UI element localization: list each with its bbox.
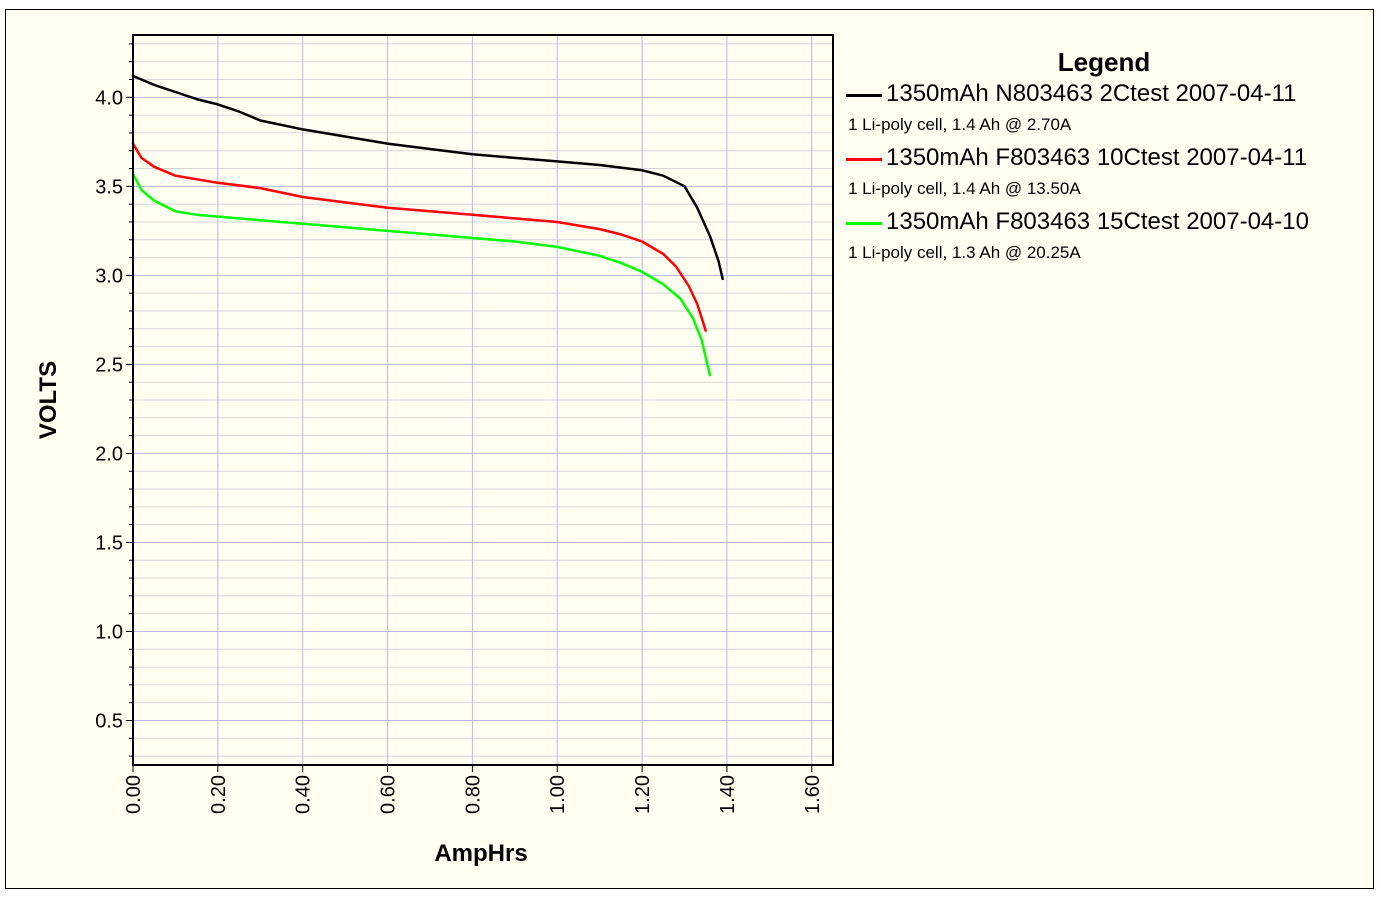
- legend-series-name: 1350mAh F803463 10Ctest 2007-04-11: [886, 144, 1308, 171]
- x-tick-label: 1.40: [717, 775, 739, 814]
- y-tick-label: 2.0: [95, 443, 123, 465]
- x-tick-label: 0.80: [462, 775, 484, 814]
- y-tick-label: 1.0: [95, 621, 123, 643]
- x-tick-label: 0.60: [378, 775, 400, 814]
- axis-ticks: 0.5 1.0 1.5 2.0 2.5 3.0 3.5 4.0 0.00 0.20 0.40 0.60…: [95, 43, 824, 814]
- grid: [132, 35, 833, 765]
- series-line-2: [131, 142, 707, 332]
- legend-series-description: 1 Li-poly cell, 1.4 Ah @ 13.50A: [848, 179, 1081, 198]
- legend-series-description: 1 Li-poly cell, 1.3 Ah @ 20.25A: [848, 243, 1081, 262]
- y-tick-label: 4.0: [95, 87, 123, 109]
- series-line-3: [131, 172, 712, 377]
- chart-canvas: 0.5 1.0 1.5 2.0 2.5 3.0 3.5 4.0 0.00 0.20 0.40 0.60…: [35, 34, 834, 867]
- legend-series-description: 1 Li-poly cell, 1.4 Ah @ 2.70A: [848, 115, 1072, 134]
- x-tick-label: 0.40: [293, 775, 315, 814]
- x-tick-label: 1.60: [802, 775, 824, 814]
- y-tick-label: 0.5: [95, 710, 123, 732]
- legend: Legend 1350mAh N803463 2Ctest 2007-04-11…: [844, 46, 1374, 270]
- legend-entry: 1350mAh F803463 10Ctest 2007-04-11 1 Li-…: [844, 142, 1374, 206]
- x-tick-label: 1.00: [547, 775, 569, 814]
- legend-swatch-red: [846, 158, 882, 161]
- series-lines: [131, 74, 724, 377]
- legend-series-name: 1350mAh F803463 15Ctest 2007-04-10: [886, 208, 1309, 235]
- series-line-1: [131, 74, 724, 281]
- legend-swatch-black: [846, 94, 882, 97]
- y-tick-label: 2.5: [95, 354, 123, 376]
- legend-entry: 1350mAh F803463 15Ctest 2007-04-10 1 Li-…: [844, 206, 1374, 270]
- x-tick-label: 0.00: [123, 775, 145, 814]
- chart-frame: 0.5 1.0 1.5 2.0 2.5 3.0 3.5 4.0 0.00 0.20 0.40 0.60…: [5, 9, 1374, 889]
- legend-entry: 1350mAh N803463 2Ctest 2007-04-11 1 Li-p…: [844, 78, 1374, 142]
- legend-title: Legend: [1057, 47, 1151, 77]
- x-axis-title: AmpHrs: [434, 840, 527, 867]
- y-tick-label: 3.0: [95, 265, 123, 287]
- legend-series-name: 1350mAh N803463 2Ctest 2007-04-11: [886, 80, 1297, 107]
- y-tick-label: 3.5: [95, 176, 123, 198]
- y-axis-title: VOLTS: [35, 361, 62, 439]
- x-tick-label: 0.20: [208, 775, 230, 814]
- legend-swatch-green: [846, 222, 882, 225]
- x-tick-label: 1.20: [632, 775, 654, 814]
- y-tick-label: 1.5: [95, 532, 123, 554]
